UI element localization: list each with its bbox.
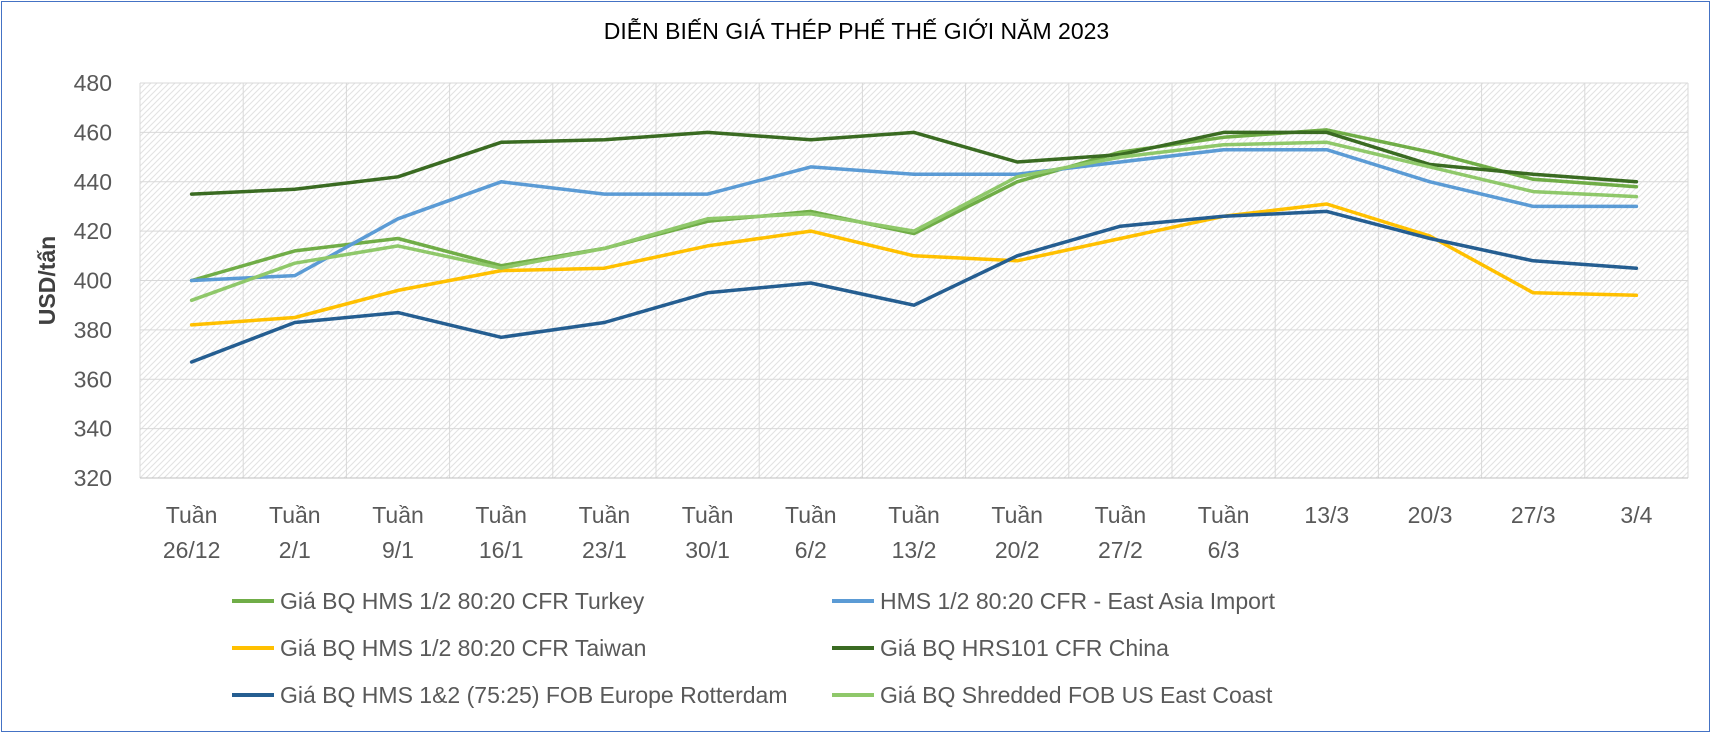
- legend-item: Giá BQ Shredded FOB US East Coast: [832, 679, 1432, 711]
- x-tick-label: Tuần 13/2: [888, 502, 940, 563]
- series-line-2: [189, 147, 1639, 283]
- chart-title: DIỄN BIẾN GIÁ THÉP PHẾ THẾ GIỚI NĂM 2023: [603, 18, 1110, 44]
- y-tick-label: 320: [74, 465, 112, 491]
- y-tick-label: 420: [74, 218, 112, 244]
- x-tick-label: Tuần 27/2: [1095, 502, 1147, 563]
- y-axis-ticks: 320 340 360 380 400 420 440 460 480: [74, 70, 112, 491]
- y-tick-label: 400: [74, 268, 112, 294]
- legend-swatch: [232, 693, 274, 697]
- legend-item: Giá BQ HMS 1&2 (75:25) FOB Europe Rotter…: [232, 679, 832, 711]
- x-tick-label: Tuần 26/12: [163, 502, 221, 563]
- x-tick-label: 3/4: [1620, 502, 1652, 528]
- legend-item: HMS 1/2 80:20 CFR - East Asia Import: [832, 585, 1432, 617]
- series-lines: [189, 128, 1639, 364]
- x-tick-label: Tuần 6/3: [1198, 502, 1250, 563]
- x-tick-label: Tuần 6/2: [785, 502, 837, 563]
- legend-swatch: [832, 599, 874, 603]
- y-tick-label: 460: [74, 119, 112, 145]
- x-tick-label: Tuần 23/1: [579, 502, 631, 563]
- y-tick-label: 360: [74, 366, 112, 392]
- x-axis-ticks: Tuần 26/12 Tuần 2/1 Tuần 9/1 Tuần 16/1 Tuần 23/1 T…: [163, 502, 1653, 563]
- x-tick-label: Tuần 9/1: [372, 502, 424, 563]
- legend-item: Giá BQ HRS101 CFR China: [832, 632, 1432, 664]
- legend-label: Giá BQ HMS 1/2 80:20 CFR Turkey: [280, 587, 645, 614]
- y-tick-label: 340: [74, 416, 112, 442]
- x-tick-label: 20/3: [1408, 502, 1453, 528]
- legend-item: Giá BQ HMS 1/2 80:20 CFR Taiwan: [232, 632, 832, 664]
- series-line-6: [189, 140, 1639, 303]
- legend-label: HMS 1/2 80:20 CFR - East Asia Import: [880, 587, 1275, 614]
- legend-swatch: [832, 693, 874, 697]
- legend-label: Giá BQ HRS101 CFR China: [880, 634, 1169, 661]
- series-line-4: [189, 130, 1639, 196]
- legend-label: Giá BQ HMS 1/2 80:20 CFR Taiwan: [280, 634, 647, 661]
- x-tick-label: Tuần 20/2: [991, 502, 1043, 563]
- x-tick-label: 27/3: [1511, 502, 1556, 528]
- y-tick-label: 480: [74, 70, 112, 96]
- series-line-3: [189, 202, 1639, 327]
- legend-label: Giá BQ HMS 1&2 (75:25) FOB Europe Rotter…: [280, 681, 788, 708]
- legend-label: Giá BQ Shredded FOB US East Coast: [880, 681, 1273, 708]
- x-tick-label: Tuần 16/1: [475, 502, 527, 563]
- x-tick-label: Tuần 30/1: [682, 502, 734, 563]
- legend-item: Giá BQ HMS 1/2 80:20 CFR Turkey: [232, 585, 832, 617]
- series-line-5: [189, 209, 1639, 364]
- series-line-1: [189, 128, 1639, 283]
- y-tick-label: 380: [74, 317, 112, 343]
- legend-swatch: [832, 646, 874, 650]
- x-tick-label: 13/3: [1304, 502, 1349, 528]
- y-axis-label: USD/tấn: [34, 236, 60, 325]
- x-tick-label: Tuần 2/1: [269, 502, 321, 563]
- legend-swatch: [232, 599, 274, 603]
- legend: Giá BQ HMS 1/2 80:20 CFR Turkey HMS 1/2 8…: [232, 585, 1432, 711]
- legend-swatch: [232, 646, 274, 650]
- y-tick-label: 440: [74, 169, 112, 195]
